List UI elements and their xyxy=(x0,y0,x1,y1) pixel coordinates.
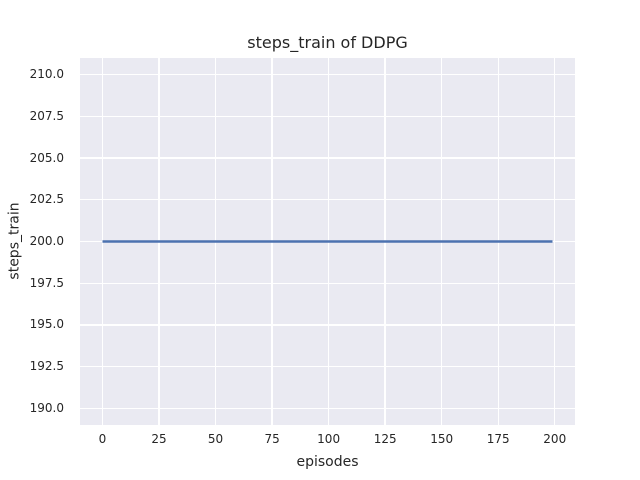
gridline-horizontal xyxy=(80,365,575,368)
x-tick-label: 125 xyxy=(373,432,397,446)
chart-title: steps_train of DDPG xyxy=(247,33,408,52)
y-tick-label: 197.5 xyxy=(29,275,64,290)
gridline-horizontal xyxy=(80,282,575,284)
x-axis-label: episodes xyxy=(296,454,359,470)
x-tick-label: 50 xyxy=(207,432,224,446)
gridline-horizontal xyxy=(80,199,575,201)
x-tick-label: 175 xyxy=(486,432,510,446)
y-tick-label: 200.0 xyxy=(29,234,64,248)
y-tick-label: 192.5 xyxy=(29,359,64,374)
y-tick-label: 202.5 xyxy=(29,192,64,207)
gridline-horizontal xyxy=(80,324,575,326)
x-tick-label: 100 xyxy=(317,432,341,446)
y-tick-label: 210.0 xyxy=(29,67,64,82)
gridline-horizontal xyxy=(80,73,575,76)
x-tick-label: 0 xyxy=(98,432,107,446)
y-tick-label: 205.0 xyxy=(29,150,64,165)
gridline-horizontal xyxy=(80,115,575,118)
y-tick-label: 190.0 xyxy=(29,400,64,415)
plot-area xyxy=(80,58,575,425)
x-tick-label: 25 xyxy=(151,432,167,446)
gridline-horizontal xyxy=(80,157,575,159)
x-tick-label: 200 xyxy=(543,432,567,446)
y-tick-label: 207.5 xyxy=(29,108,64,123)
gridline-horizontal xyxy=(80,240,575,243)
x-tick-label: 75 xyxy=(264,432,280,446)
x-tick-label: 150 xyxy=(430,432,454,446)
y-tick-label: 195.0 xyxy=(29,317,64,332)
gridline-horizontal xyxy=(80,407,575,409)
